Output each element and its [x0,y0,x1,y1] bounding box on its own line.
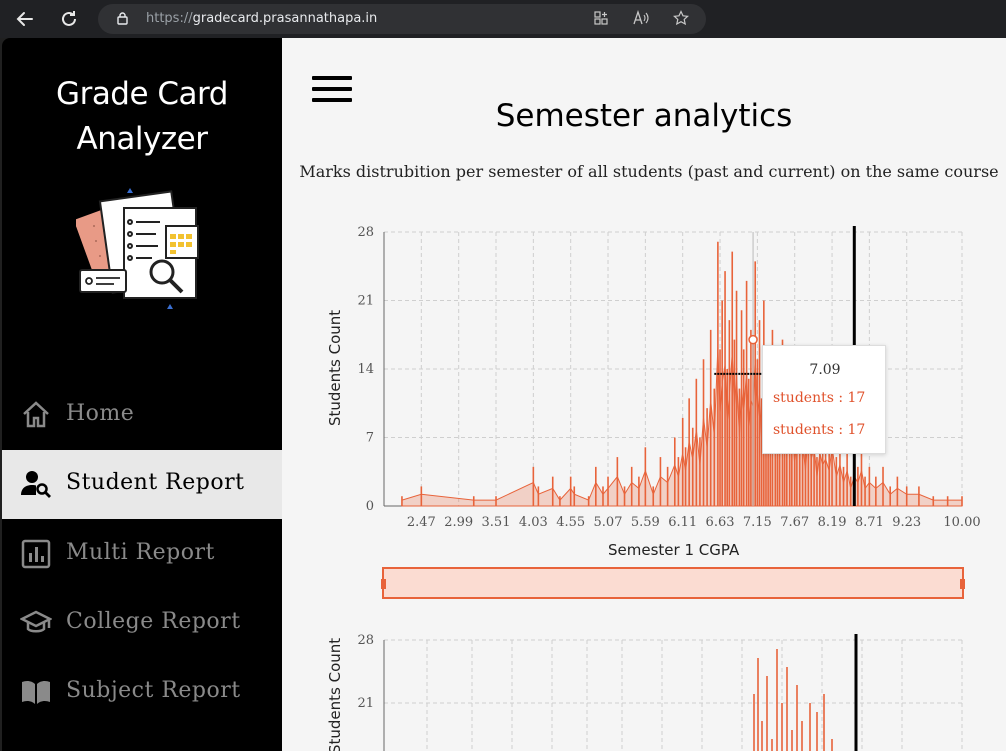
zoom-slider[interactable] [381,567,965,599]
x-tick-label: 6.11 [668,515,697,530]
y-tick-label: 7 [366,431,374,446]
sidebar: Grade Card Analyzer Home Student Report … [2,38,282,751]
sidebar-item-label: College Report [66,609,241,634]
refresh-icon[interactable] [56,6,82,32]
sidebar-item-label: Home [66,401,135,426]
home-icon [23,401,49,428]
sidebar-item-student-report[interactable]: Student Report [2,450,282,519]
x-tick-label: 3.51 [482,515,511,530]
x-tick-label: 5.59 [631,515,660,530]
x-tick-label: 4.03 [519,515,548,530]
y-tick-label: 28 [357,633,374,648]
bar-chart-icon [21,539,51,569]
menu-toggle-icon[interactable] [312,76,352,102]
x-tick-label: 6.63 [706,515,735,530]
x-tick-label: 2.47 [407,515,436,530]
arrow-left-icon[interactable] [12,6,38,32]
graduation-cap-icon [20,610,52,633]
book-icon [22,680,50,704]
url-text: https://gradecard.prasannathapa.in [146,11,378,26]
browser-toolbar: https://gradecard.prasannathapa.in [0,0,1006,38]
y-tick-label: 0 [366,499,374,514]
sidebar-item-label: Student Report [66,470,245,495]
x-tick-label: 9.23 [892,515,921,530]
y-axis-title: Students Count [326,309,344,426]
favorite-star-icon[interactable] [672,10,690,28]
y-axis-title: Students Count [326,637,344,751]
x-tick-label: 7.15 [743,515,772,530]
main-content: Semester analytics Marks distrubition pe… [282,38,1006,751]
x-tick-label: 8.71 [855,515,884,530]
sidebar-item-multi-report[interactable]: Multi Report [2,520,282,589]
semester-1-histogram[interactable]: 0 7 14 21 28 2.47 2.99 3.51 4.03 4.55 5.07 5.59 6.11… [282,220,1006,560]
x-tick-label: 8.19 [818,515,847,530]
x-axis-title: Semester 1 CGPA [608,541,740,559]
x-tick-label: 5.07 [594,515,623,530]
y-tick-label: 21 [357,294,374,309]
user-search-icon [21,471,51,498]
semester-2-histogram[interactable]: 21 28 [282,630,1006,751]
page-subtitle: Marks distrubition per semester of all s… [299,162,999,181]
tooltip-row: students : 17 [773,390,866,406]
app-install-icon[interactable] [592,10,610,28]
y-tick-label: 28 [357,225,374,240]
tooltip-value: 7.09 [809,362,841,378]
app-title: Grade Card Analyzer [56,76,228,157]
x-tick-label: 4.55 [556,515,585,530]
y-tick-label: 21 [357,696,374,711]
slider-handle-right[interactable] [960,579,965,589]
chart-tooltip: 7.09 students : 17 students : 17 [762,345,886,454]
grade-card-logo [76,188,199,309]
x-tick-label: 10.00 [943,515,980,530]
x-tick-label: 7.67 [780,515,809,530]
sidebar-item-subject-report[interactable]: Subject Report [2,658,282,727]
hover-point [748,334,758,345]
read-aloud-icon[interactable] [632,9,650,28]
address-bar[interactable]: https://gradecard.prasannathapa.in [98,4,706,34]
slider-handle-left[interactable] [381,579,386,589]
sidebar-item-home[interactable]: Home [2,381,282,450]
tooltip-row: students : 17 [773,422,866,438]
x-tick-label: 2.99 [444,515,473,530]
lock-icon [117,12,128,25]
y-tick-label: 14 [357,362,374,377]
page-title: Semester analytics [495,98,793,134]
sidebar-item-label: Multi Report [66,540,215,565]
sidebar-item-label: Subject Report [66,678,241,703]
sidebar-item-college-report[interactable]: College Report [2,589,282,658]
